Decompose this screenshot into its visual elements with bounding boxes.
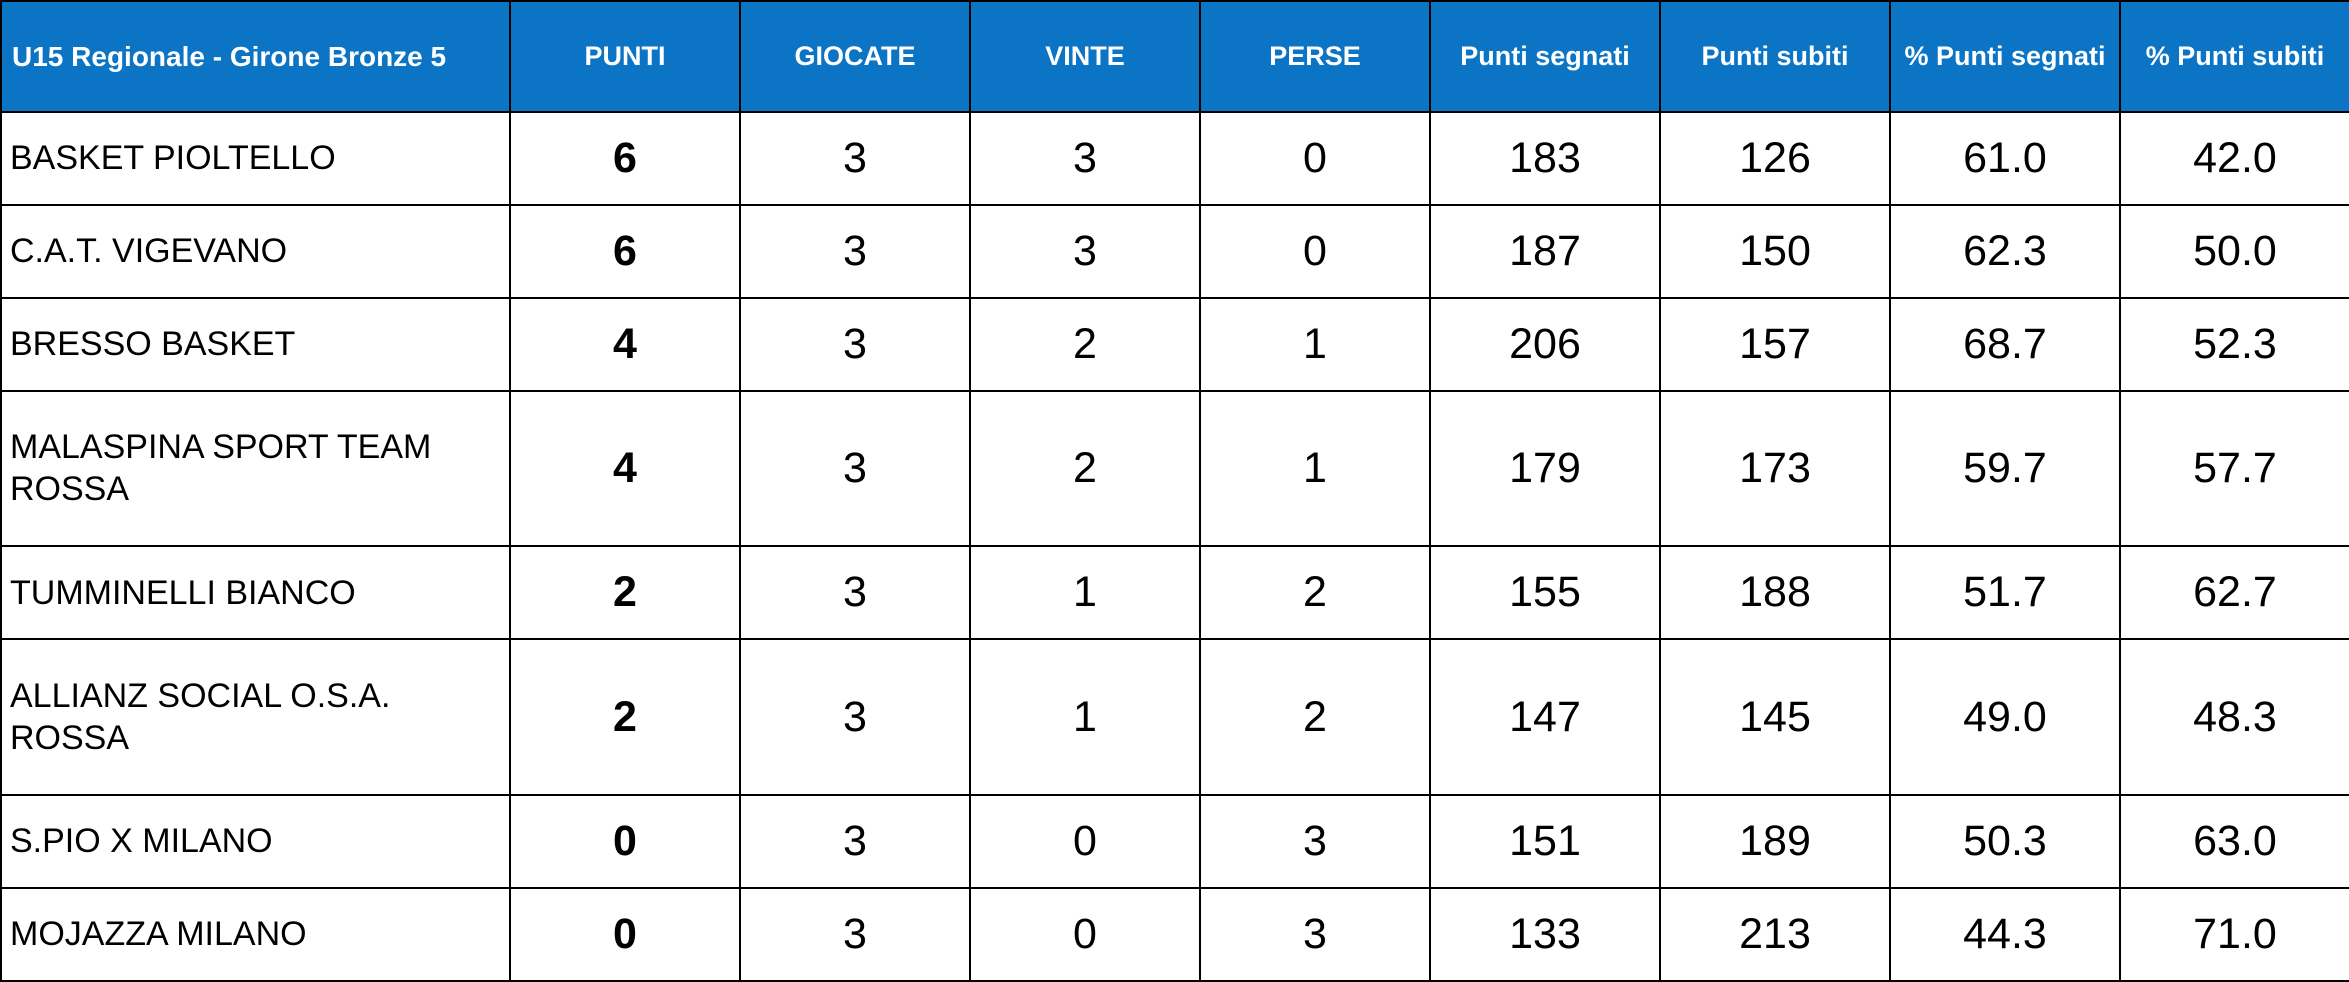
column-header-pct-punti-segnati: % Punti segnati	[1889, 0, 2121, 113]
vinte-value: 0	[969, 794, 1201, 890]
column-header-giocate: GIOCATE	[739, 0, 971, 113]
giocate-value: 3	[739, 794, 971, 890]
pct-punti-segnati-value: 50.3	[1889, 794, 2121, 890]
perse-value: 3	[1199, 794, 1431, 890]
table-title: U15 Regionale - Girone Bronze 5	[0, 0, 511, 113]
punti-subiti-value: 173	[1659, 389, 1891, 548]
punti-subiti-value: 213	[1659, 887, 1891, 982]
column-header-perse: PERSE	[1199, 0, 1431, 113]
punti-subiti-value: 188	[1659, 545, 1891, 641]
column-header-vinte: VINTE	[969, 0, 1201, 113]
team-name: MOJAZZA MILANO	[0, 887, 511, 982]
pct-punti-subiti-value: 57.7	[2119, 389, 2349, 548]
table-row: ALLIANZ SOCIAL O.S.A. ROSSA 2 3 1 2 147 …	[0, 638, 2349, 797]
pct-punti-segnati-value: 68.7	[1889, 296, 2121, 392]
vinte-value: 1	[969, 545, 1201, 641]
punti-segnati-value: 151	[1429, 794, 1661, 890]
punti-value: 6	[509, 111, 741, 206]
team-name: BASKET PIOLTELLO	[0, 111, 511, 206]
table-row: C.A.T. VIGEVANO 6 3 3 0 187 150 62.3 50.…	[0, 203, 2349, 299]
pct-punti-segnati-value: 49.0	[1889, 638, 2121, 797]
perse-value: 0	[1199, 111, 1431, 206]
column-header-punti-segnati: Punti segnati	[1429, 0, 1661, 113]
punti-segnati-value: 147	[1429, 638, 1661, 797]
team-name: S.PIO X MILANO	[0, 794, 511, 890]
table-row: BRESSO BASKET 4 3 2 1 206 157 68.7 52.3	[0, 296, 2349, 392]
giocate-value: 3	[739, 887, 971, 982]
vinte-value: 0	[969, 887, 1201, 982]
perse-value: 0	[1199, 203, 1431, 299]
pct-punti-subiti-value: 52.3	[2119, 296, 2349, 392]
punti-subiti-value: 189	[1659, 794, 1891, 890]
perse-value: 2	[1199, 638, 1431, 797]
giocate-value: 3	[739, 296, 971, 392]
giocate-value: 3	[739, 203, 971, 299]
pct-punti-subiti-value: 62.7	[2119, 545, 2349, 641]
punti-segnati-value: 187	[1429, 203, 1661, 299]
table-row: MOJAZZA MILANO 0 3 0 3 133 213 44.3 71.0	[0, 887, 2349, 982]
punti-value: 2	[509, 545, 741, 641]
punti-value: 6	[509, 203, 741, 299]
table-row: MALASPINA SPORT TEAM ROSSA 4 3 2 1 179 1…	[0, 389, 2349, 548]
punti-segnati-value: 206	[1429, 296, 1661, 392]
vinte-value: 2	[969, 296, 1201, 392]
perse-value: 3	[1199, 887, 1431, 982]
team-name: BRESSO BASKET	[0, 296, 511, 392]
pct-punti-subiti-value: 42.0	[2119, 111, 2349, 206]
table-row: TUMMINELLI BIANCO 2 3 1 2 155 188 51.7 6…	[0, 545, 2349, 641]
giocate-value: 3	[739, 638, 971, 797]
pct-punti-subiti-value: 71.0	[2119, 887, 2349, 982]
punti-value: 2	[509, 638, 741, 797]
punti-segnati-value: 133	[1429, 887, 1661, 982]
vinte-value: 3	[969, 111, 1201, 206]
team-name: ALLIANZ SOCIAL O.S.A. ROSSA	[0, 638, 511, 797]
punti-segnati-value: 183	[1429, 111, 1661, 206]
punti-value: 4	[509, 389, 741, 548]
pct-punti-subiti-value: 63.0	[2119, 794, 2349, 890]
team-name: C.A.T. VIGEVANO	[0, 203, 511, 299]
punti-subiti-value: 150	[1659, 203, 1891, 299]
punti-value: 0	[509, 794, 741, 890]
punti-subiti-value: 145	[1659, 638, 1891, 797]
pct-punti-segnati-value: 44.3	[1889, 887, 2121, 982]
giocate-value: 3	[739, 545, 971, 641]
vinte-value: 3	[969, 203, 1201, 299]
team-name: MALASPINA SPORT TEAM ROSSA	[0, 389, 511, 548]
vinte-value: 2	[969, 389, 1201, 548]
pct-punti-segnati-value: 59.7	[1889, 389, 2121, 548]
pct-punti-subiti-value: 50.0	[2119, 203, 2349, 299]
perse-value: 1	[1199, 296, 1431, 392]
header-row: U15 Regionale - Girone Bronze 5 PUNTI GI…	[0, 0, 2349, 113]
punti-segnati-value: 155	[1429, 545, 1661, 641]
punti-subiti-value: 157	[1659, 296, 1891, 392]
column-header-pct-punti-subiti: % Punti subiti	[2119, 0, 2349, 113]
team-name: TUMMINELLI BIANCO	[0, 545, 511, 641]
punti-subiti-value: 126	[1659, 111, 1891, 206]
punti-segnati-value: 179	[1429, 389, 1661, 548]
table-row: S.PIO X MILANO 0 3 0 3 151 189 50.3 63.0	[0, 794, 2349, 890]
column-header-punti: PUNTI	[509, 0, 741, 113]
perse-value: 1	[1199, 389, 1431, 548]
punti-value: 0	[509, 887, 741, 982]
vinte-value: 1	[969, 638, 1201, 797]
pct-punti-segnati-value: 61.0	[1889, 111, 2121, 206]
pct-punti-subiti-value: 48.3	[2119, 638, 2349, 797]
table-row: BASKET PIOLTELLO 6 3 3 0 183 126 61.0 42…	[0, 111, 2349, 206]
punti-value: 4	[509, 296, 741, 392]
perse-value: 2	[1199, 545, 1431, 641]
column-header-punti-subiti: Punti subiti	[1659, 0, 1891, 113]
pct-punti-segnati-value: 62.3	[1889, 203, 2121, 299]
giocate-value: 3	[739, 111, 971, 206]
giocate-value: 3	[739, 389, 971, 548]
pct-punti-segnati-value: 51.7	[1889, 545, 2121, 641]
